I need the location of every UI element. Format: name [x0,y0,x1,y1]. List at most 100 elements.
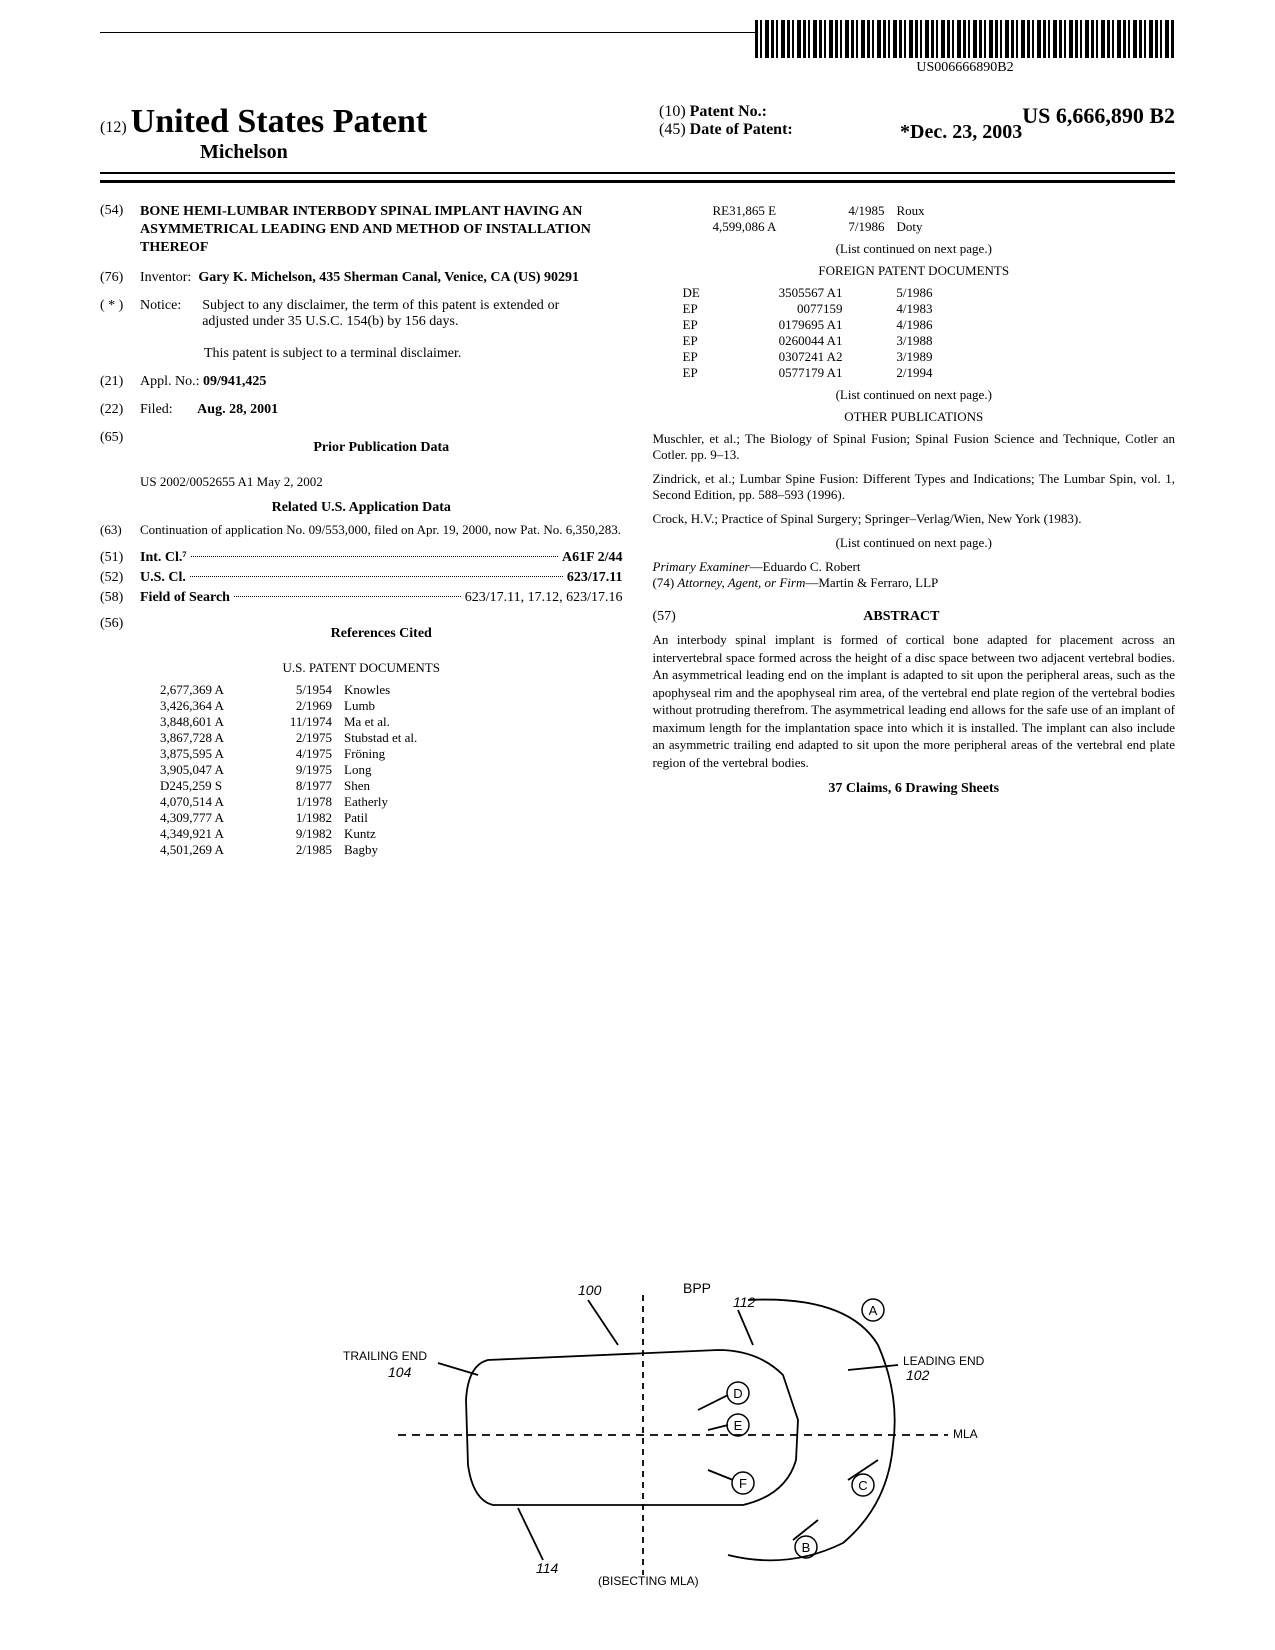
patent-row: 4,070,514 A1/1978Eatherly [160,794,623,810]
right-column: RE31,865 E4/1985Roux4,599,086 A7/1986Dot… [653,203,1176,858]
prior-pub-heading: Prior Publication Data [140,440,623,456]
fig-label-e: E [733,1418,742,1433]
abstract-num: (57) [653,609,676,624]
fig-leading: LEADING END [903,1354,985,1368]
other-pub-heading: OTHER PUBLICATIONS [653,409,1176,425]
notice-label: Notice: [140,298,181,313]
section-54-num: (54) [100,203,140,258]
fig-mla: MLA [953,1427,978,1441]
barcode-region: US006666890B2 [755,20,1175,76]
foreign-patent-row: EP0260044 A13/1988 [683,333,1176,349]
fig-bpp: BPP [683,1280,711,1296]
patent-row: 3,905,047 A9/1975Long [160,762,623,778]
fig-label-f: F [739,1476,747,1491]
fig-ref-114: 114 [536,1560,559,1576]
patent-no-prefix: (10) [659,103,686,121]
filed-label: Filed: [140,402,173,417]
fig-label-a: A [868,1303,877,1318]
barcode-text: US006666890B2 [755,60,1175,76]
pub-2: Zindrick, et al.; Lumbar Spine Fusion: D… [653,471,1176,503]
section-52-num: (52) [100,570,140,586]
examiner-label: Primary Examiner [653,559,750,574]
date-value: *Dec. 23, 2003 [900,121,1022,144]
section-21-num: (21) [100,374,140,390]
patent-row: 4,501,269 A2/1985Bagby [160,842,623,858]
patent-number: US 6,666,890 B2 [1022,103,1175,129]
header-prefix: (12) [100,119,127,136]
foreign-patent-row: EP0307241 A23/1989 [683,349,1176,365]
patent-title: United States Patent [131,103,428,140]
notice-num: ( * ) [100,298,140,362]
continued-3: (List continued on next page.) [653,535,1176,551]
attorney-name: —Martin & Ferraro, LLP [805,575,938,590]
patent-row: 3,875,595 A4/1975Fröning [160,746,623,762]
continued-2: (List continued on next page.) [653,387,1176,403]
section-22-num: (22) [100,402,140,418]
fig-label-b: B [801,1540,810,1555]
fig-bisecting: (BISECTING MLA) [598,1574,699,1588]
prior-pub-text: US 2002/0052655 A1 May 2, 2002 [140,474,623,490]
patent-row: 4,309,777 A1/1982Patil [160,810,623,826]
filed-value: Aug. 28, 2001 [197,402,278,417]
inventor-label: Inventor: [140,270,191,285]
appl-label: Appl. No.: [140,374,200,389]
attorney-num: (74) [653,575,675,590]
continued-1: (List continued on next page.) [653,241,1176,257]
inventor-text: Gary K. Michelson, 435 Sherman Canal, Ve… [198,270,579,285]
examiner-name: —Eduardo C. Robert [750,559,861,574]
fos-label: Field of Search [140,590,230,606]
attorney-label: Attorney, Agent, or Firm [677,575,805,590]
intcl-value: A61F 2/44 [562,550,623,566]
foreign-patent-row: EP0179695 A14/1986 [683,317,1176,333]
abstract-text: An interbody spinal implant is formed of… [653,631,1176,771]
patent-row: 3,848,601 A11/1974Ma et al. [160,714,623,730]
continuation-text: Continuation of application No. 09/553,0… [140,522,623,538]
abstract-heading: ABSTRACT [679,609,1123,625]
patent-header: (12) United States Patent Michelson (10)… [100,103,1175,174]
pub-1: Muschler, et al.; The Biology of Spinal … [653,431,1176,463]
refs-heading: References Cited [140,626,623,642]
foreign-heading: FOREIGN PATENT DOCUMENTS [653,263,1176,279]
pub-3: Crock, H.V.; Practice of Spinal Surgery;… [653,511,1176,527]
fig-ref-104: 104 [388,1364,412,1380]
patent-row: RE31,865 E4/1985Roux [713,203,1176,219]
section-56-num: (56) [100,616,140,648]
related-heading: Related U.S. Application Data [100,500,623,516]
section-65-num: (65) [100,430,140,462]
section-76-num: (76) [100,270,140,286]
fig-trailing: TRAILING END [343,1349,427,1363]
section-63-num: (63) [100,522,140,538]
fos-value: 623/17.11, 17.12, 623/17.16 [465,590,623,606]
fig-ref-100: 100 [578,1282,602,1298]
notice-text1: Subject to any disclaimer, the term of t… [202,298,559,330]
barcode [755,20,1175,58]
date-label: Date of Patent: [690,121,793,139]
us-patents-heading: U.S. PATENT DOCUMENTS [100,660,623,676]
section-58-num: (58) [100,590,140,606]
patent-row: 3,867,728 A2/1975Stubstad et al. [160,730,623,746]
foreign-patent-row: EP00771594/1983 [683,301,1176,317]
intcl-label: Int. Cl.⁷ [140,550,187,566]
fig-ref-112: 112 [733,1294,756,1310]
left-column: (54) BONE HEMI-LUMBAR INTERBODY SPINAL I… [100,203,623,858]
inventor-name: Michelson [200,141,638,164]
foreign-patents-table: DE3505567 A15/1986EP00771594/1983EP01796… [683,285,1176,381]
patent-figure: A D E F C B 100 BPP 112 TRAILING END 104… [288,1265,988,1595]
us-patents-table: 2,677,369 A5/1954Knowles3,426,364 A2/196… [160,682,623,858]
foreign-patent-row: EP0577179 A12/1994 [683,365,1176,381]
section-51-num: (51) [100,550,140,566]
fig-label-d: D [733,1386,742,1401]
fig-ref-102: 102 [906,1367,930,1383]
patent-row: 2,677,369 A5/1954Knowles [160,682,623,698]
content-columns: (54) BONE HEMI-LUMBAR INTERBODY SPINAL I… [100,203,1175,858]
patent-row: 4,599,086 A7/1986Doty [713,219,1176,235]
fig-label-c: C [858,1478,867,1493]
patent-row: 3,426,364 A2/1969Lumb [160,698,623,714]
date-prefix: (45) [659,121,686,139]
foreign-patent-row: DE3505567 A15/1986 [683,285,1176,301]
us-patents-cont-table: RE31,865 E4/1985Roux4,599,086 A7/1986Dot… [713,203,1176,235]
claims-line: 37 Claims, 6 Drawing Sheets [653,781,1176,797]
appl-value: 09/941,425 [203,374,266,389]
notice-text2: This patent is subject to a terminal dis… [204,346,561,362]
patent-row: 4,349,921 A9/1982Kuntz [160,826,623,842]
